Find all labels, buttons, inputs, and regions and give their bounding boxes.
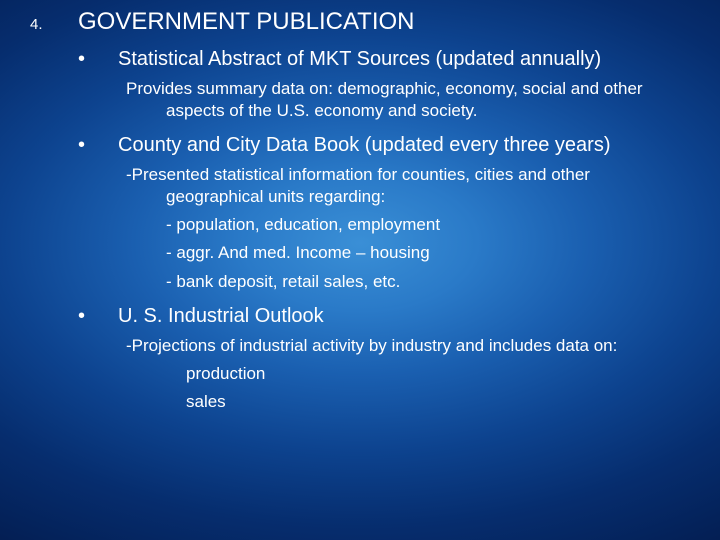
bullet-icon: • — [78, 46, 118, 72]
bullet-text: County and City Data Book (updated every… — [118, 132, 690, 158]
bullet-detail-item: sales — [30, 391, 690, 413]
bullet-detail-item: - aggr. And med. Income – housing — [30, 242, 690, 264]
bullet-detail-item: - population, education, employment — [30, 214, 690, 236]
slide: 4. GOVERNMENT PUBLICATION • Statistical … — [0, 0, 720, 540]
bullet-item: • U. S. Industrial Outlook — [30, 303, 690, 329]
bullet-detail-item: production — [30, 363, 690, 385]
bullet-detail: -Projections of industrial activity by i… — [30, 335, 690, 357]
slide-title: GOVERNMENT PUBLICATION — [78, 8, 415, 36]
bullet-text: Statistical Abstract of MKT Sources (upd… — [118, 46, 690, 72]
bullet-detail: -Presented statistical information for c… — [30, 164, 690, 208]
bullet-text: U. S. Industrial Outlook — [118, 303, 690, 329]
bullet-detail: Provides summary data on: demographic, e… — [30, 78, 690, 122]
bullet-item: • County and City Data Book (updated eve… — [30, 132, 690, 158]
slide-header: 4. GOVERNMENT PUBLICATION — [30, 8, 690, 36]
slide-number: 4. — [30, 16, 78, 33]
bullet-detail-item: - bank deposit, retail sales, etc. — [30, 271, 690, 293]
bullet-item: • Statistical Abstract of MKT Sources (u… — [30, 46, 690, 72]
bullet-icon: • — [78, 303, 118, 329]
bullet-icon: • — [78, 132, 118, 158]
